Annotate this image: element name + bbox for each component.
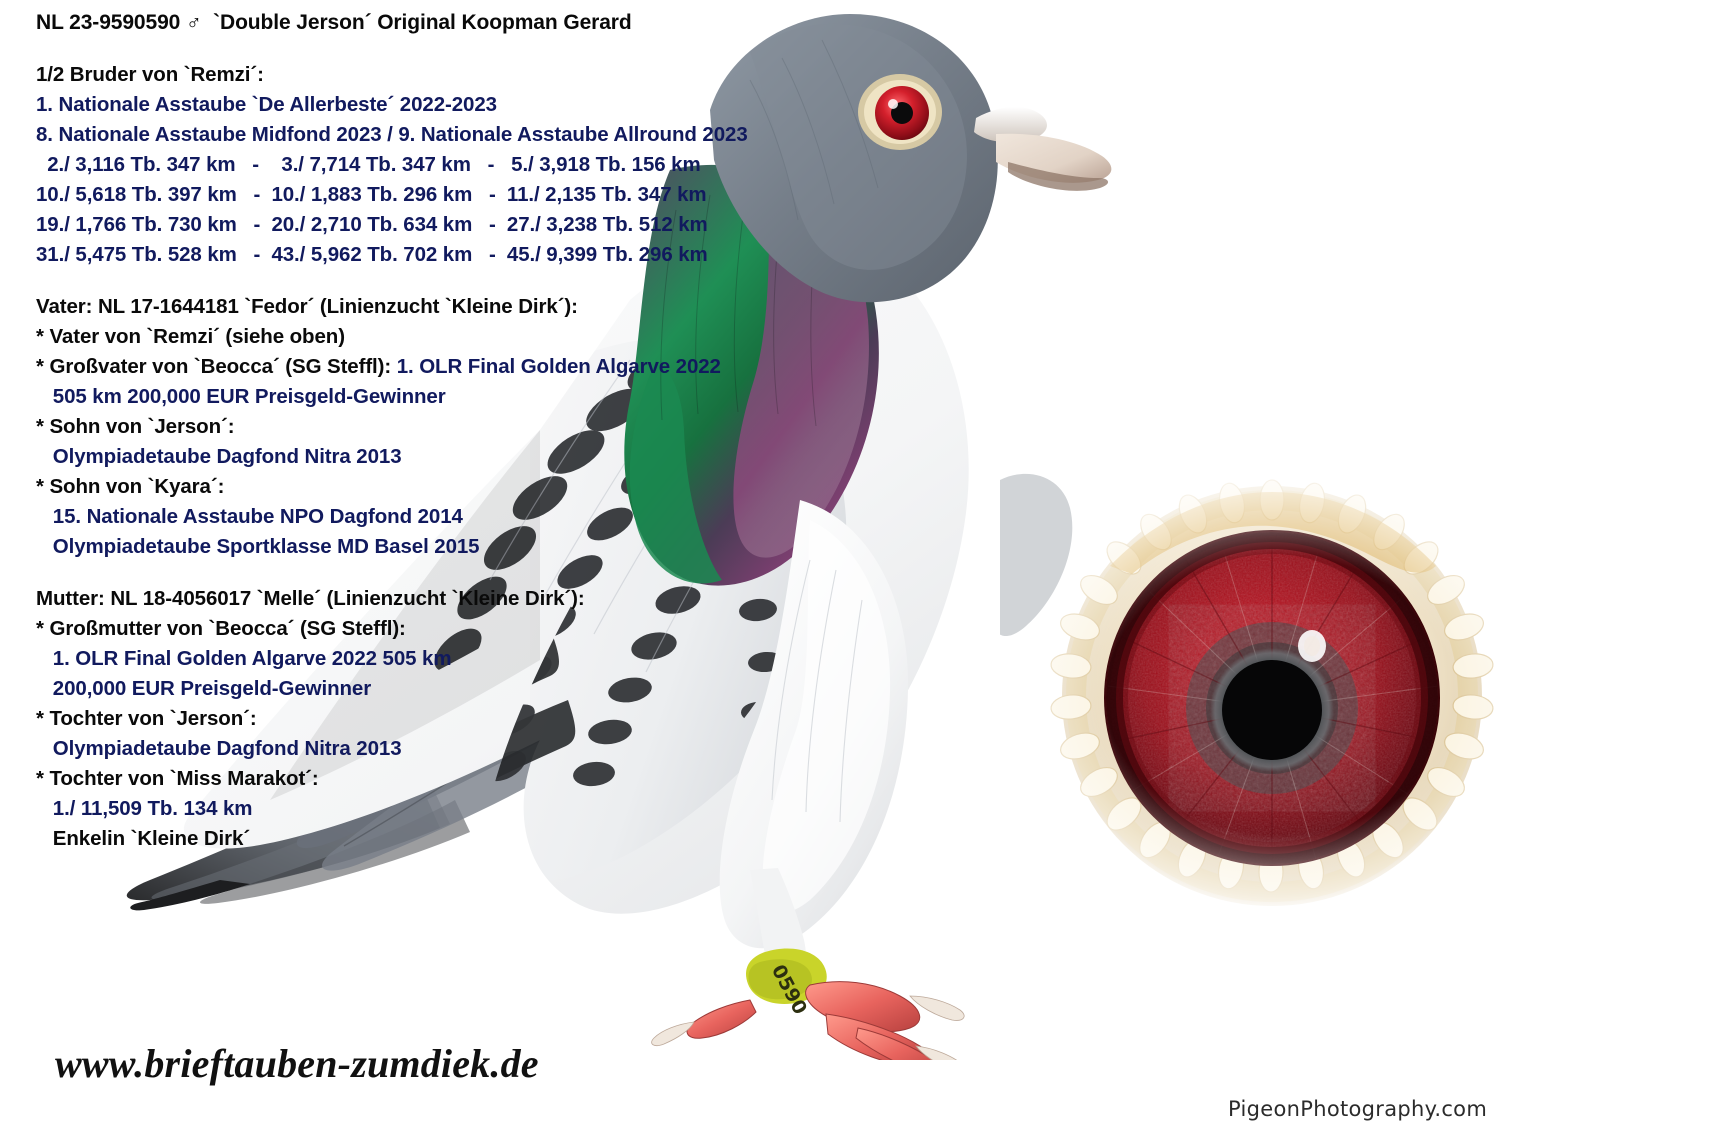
pedigree-text: NL 23-9590590 ♂ `Double Jerson´ Original… <box>36 8 936 854</box>
father-entry-1-inline-detail: 1. OLR Final Golden Algarve 2022 <box>391 355 721 378</box>
spacer <box>36 562 936 584</box>
photo-credit-watermark: PigeonPhotography.com <box>1228 1097 1488 1121</box>
sibling-achievement-1: 1. Nationale Asstaube `De Allerbeste´ 20… <box>36 93 497 116</box>
father-entry-3-detail-0: 15. Nationale Asstaube NPO Dagfond 2014 <box>36 505 463 528</box>
mother-entry-0-label: * Großmutter von `Beocca´ (SG Steffl): <box>36 617 406 640</box>
mother-entry-0-detail-0: 1. OLR Final Golden Algarve 2022 505 km <box>36 647 452 670</box>
father-entry-1-label-text: * Großvater von `Beocca´ (SG Steffl): <box>36 355 392 378</box>
mother-entry-2-detail-1: Enkelin `Kleine Dirk´ <box>36 827 251 850</box>
father-entry-3-detail-1: Olympiadetaube Sportklasse MD Basel 2015 <box>36 535 480 558</box>
mother-entry-1-label: * Tochter von `Jerson´: <box>36 707 257 730</box>
father-entry-1-label: * Großvater von `Beocca´ (SG Steffl): 1.… <box>36 352 936 382</box>
mother-entry-1-detail-0: Olympiadetaube Dagfond Nitra 2013 <box>36 737 402 760</box>
spacer <box>36 38 936 60</box>
father-entry-2-label: * Sohn von `Jerson´: <box>36 415 235 438</box>
pigeon-eye-macro <box>1000 470 1560 920</box>
sibling-result-4: 31./ 5,475 Tb. 528 km - 43./ 5,962 Tb. 7… <box>36 243 708 266</box>
father-heading: Vater: NL 17-1644181 `Fedor´ (Linienzuch… <box>36 295 578 318</box>
sibling-result-2: 10./ 5,618 Tb. 397 km - 10./ 1,883 Tb. 2… <box>36 183 707 206</box>
sibling-heading: 1/2 Bruder von `Remzi´: <box>36 63 264 86</box>
sibling-result-3: 19./ 1,766 Tb. 730 km - 20./ 2,710 Tb. 6… <box>36 213 708 236</box>
father-entry-3-label: * Sohn von `Kyara´: <box>36 475 225 498</box>
mother-heading: Mutter: NL 18-4056017 `Melle´ (Linienzuc… <box>36 587 585 610</box>
mother-entry-0-detail-1: 200,000 EUR Preisgeld-Gewinner <box>36 677 372 700</box>
leg-ring: 0590 <box>745 948 827 1018</box>
father-entry-2-detail-0: Olympiadetaube Dagfond Nitra 2013 <box>36 445 402 468</box>
mother-entry-2-label: * Tochter von `Miss Marakot´: <box>36 767 319 790</box>
pigeon-leg: 0590 <box>651 868 965 1060</box>
website-watermark[interactable]: www.brieftauben-zumdiek.de <box>55 1041 539 1086</box>
sibling-result-1: 2./ 3,116 Tb. 347 km - 3./ 7,714 Tb. 347… <box>36 153 701 176</box>
svg-text:0590: 0590 <box>767 961 811 1018</box>
sibling-achievement-2: 8. Nationale Asstaube Midfond 2023 / 9. … <box>36 123 748 146</box>
father-entry-1-detail-0: 505 km 200,000 EUR Preisgeld-Gewinner <box>36 385 446 408</box>
mother-entry-2-detail-0: 1./ 11,509 Tb. 134 km <box>36 797 253 820</box>
spacer <box>36 270 936 292</box>
father-entry-0-label: * Vater von `Remzi´ (siehe oben) <box>36 325 345 348</box>
eye-feather-fragment <box>1000 473 1073 636</box>
pedigree-title: NL 23-9590590 ♂ `Double Jerson´ Original… <box>36 11 632 34</box>
